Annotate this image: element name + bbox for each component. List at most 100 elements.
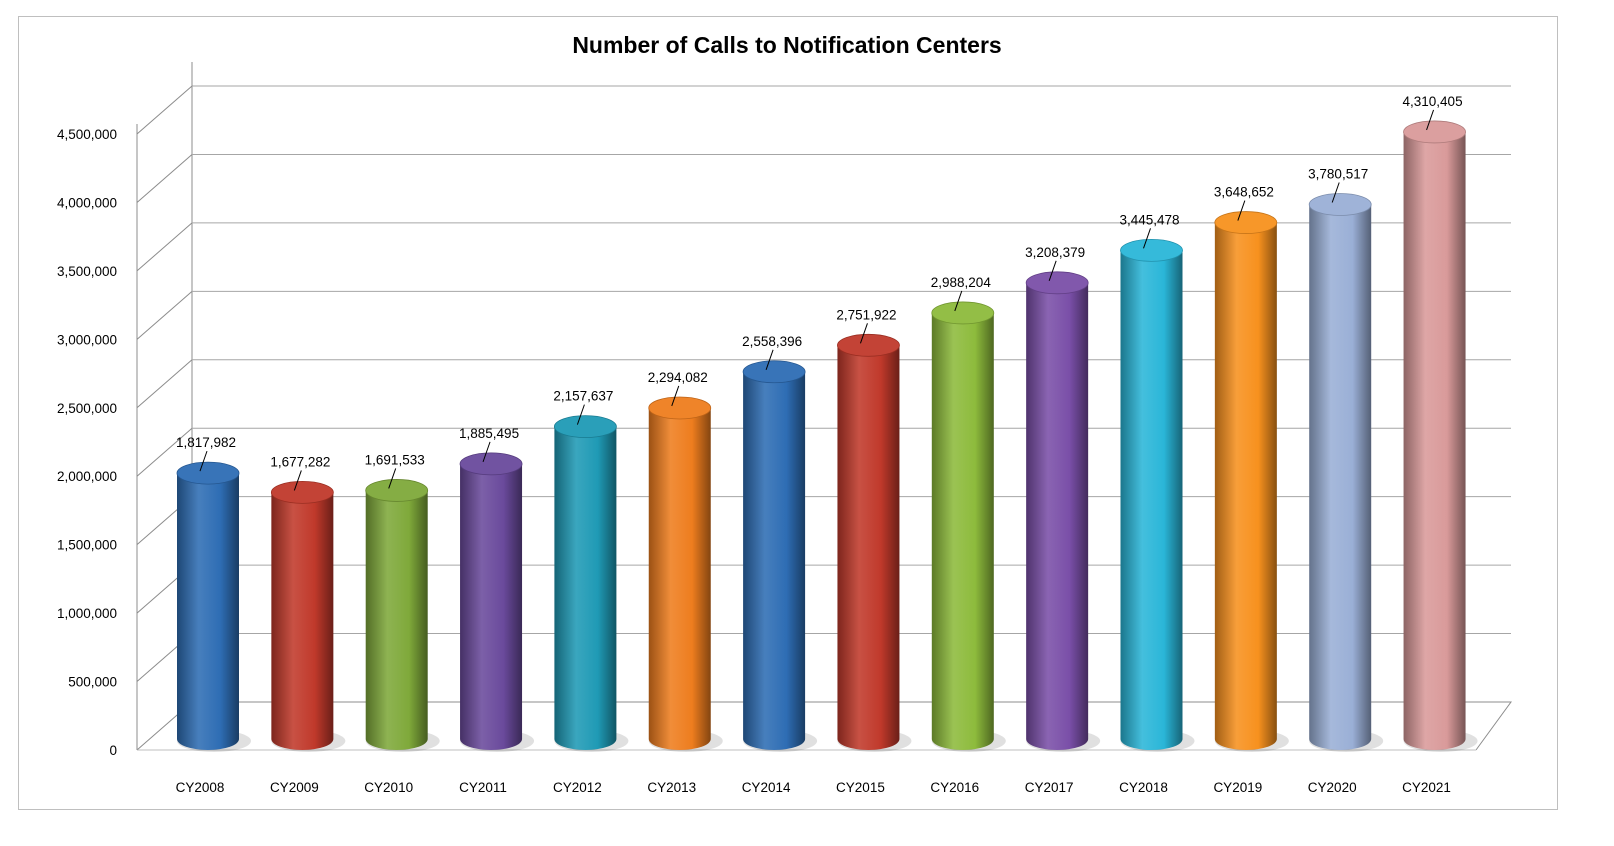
data-label: 2,558,396	[742, 334, 802, 349]
bar-top	[648, 396, 712, 420]
x-tick-label: CY2015	[836, 780, 885, 795]
data-label-leader	[1143, 228, 1151, 249]
bar-body	[271, 492, 334, 751]
x-tick-label: CY2021	[1402, 780, 1451, 795]
gridline-diagonal	[136, 85, 193, 135]
bar-CY2021	[1403, 120, 1478, 752]
bar-body	[1403, 131, 1466, 751]
x-tick-label: CY2012	[553, 780, 602, 795]
bar-top	[1308, 193, 1372, 216]
x-tick-label: CY2009	[270, 780, 319, 795]
x-tick-label: CY2016	[930, 780, 979, 795]
y-tick-label: 1,500,000	[57, 538, 117, 553]
bar-top	[270, 480, 334, 504]
data-label-leader	[1426, 109, 1435, 131]
bar-CY2013	[648, 396, 723, 752]
data-label: 2,157,637	[553, 389, 613, 404]
y-tick-label: 1,000,000	[57, 606, 117, 621]
data-label: 3,445,478	[1119, 212, 1179, 227]
bar-body	[177, 473, 239, 750]
data-label: 1,817,982	[176, 435, 236, 450]
y-tick-label: 3,500,000	[57, 264, 117, 279]
x-tick-label: CY2010	[364, 780, 413, 795]
data-label: 3,208,379	[1025, 245, 1085, 260]
data-label-leader	[293, 470, 302, 491]
data-label-leader	[1331, 182, 1340, 203]
data-label-leader	[671, 385, 680, 407]
bar-CY2014	[742, 360, 818, 752]
data-label: 4,310,405	[1403, 94, 1463, 109]
chart-walls	[136, 62, 1512, 751]
data-label: 1,691,533	[365, 452, 425, 467]
bar-CY2018	[1120, 238, 1195, 752]
x-tick-label: CY2019	[1213, 780, 1262, 795]
bar-body	[931, 312, 994, 751]
bars	[176, 120, 1478, 752]
x-tick-label: CY2014	[742, 780, 791, 795]
bar-CY2020	[1308, 193, 1384, 752]
data-label: 3,780,517	[1308, 166, 1368, 181]
bar-top	[837, 333, 900, 357]
bar-CY2012	[554, 415, 629, 752]
x-tick-label: CY2008	[176, 780, 225, 795]
data-label-leader	[1237, 200, 1246, 221]
bar-CY2011	[459, 452, 535, 752]
bar-CY2016	[931, 301, 1006, 752]
bar-body	[1026, 282, 1089, 751]
data-label-leader	[388, 468, 397, 489]
bar-top	[459, 452, 523, 476]
data-label-leader	[1048, 260, 1057, 281]
y-tick-label: 500,000	[68, 675, 117, 690]
data-label-leader	[954, 290, 963, 312]
bar-top	[176, 461, 240, 485]
y-tick-label: 2,500,000	[57, 401, 117, 416]
x-tick-label: CY2020	[1308, 780, 1357, 795]
data-label-leader	[576, 404, 585, 425]
gridline-diagonal	[136, 359, 193, 409]
y-tick-label: 2,000,000	[57, 469, 117, 484]
bar-body	[554, 426, 617, 751]
bar-body	[365, 490, 428, 751]
x-axis-ticks: CY2008 CY2009 CY2010 CY2011 CY2012 CY2013 CY20…	[176, 780, 1451, 795]
gridline-diagonal	[136, 154, 193, 203]
gridline-diagonal	[136, 290, 193, 340]
y-axis-ticks: 0 500,000 1,000,000 1,500,000 2,000,000 2,500…	[57, 127, 117, 758]
data-label: 2,751,922	[836, 307, 896, 322]
bar-top	[1403, 120, 1466, 144]
data-label: 3,648,652	[1214, 185, 1274, 200]
x-tick-label: CY2011	[459, 780, 507, 795]
bar-body	[1214, 222, 1277, 751]
bar-body	[837, 345, 900, 751]
bar-CY2017	[1025, 271, 1101, 752]
bar-top	[1214, 211, 1278, 234]
data-label: 2,988,204	[931, 275, 992, 290]
gridlines	[136, 62, 1511, 682]
x-tick-label: CY2017	[1025, 780, 1074, 795]
bar-top	[1025, 271, 1089, 295]
chart-frame: 0 500,000 1,000,000 1,500,000 2,000,000 2,500…	[18, 16, 1558, 810]
data-label-leader	[859, 323, 868, 344]
chart-svg: 0 500,000 1,000,000 1,500,000 2,000,000 2,500…	[57, 32, 1512, 795]
bar-body	[1309, 204, 1372, 751]
bar-CY2015	[837, 333, 912, 752]
chart-title: Number of Calls to Notification Centers	[572, 32, 1001, 58]
x-tick-label: CY2013	[647, 780, 696, 795]
data-label-leader	[765, 349, 774, 370]
data-labels: 1,817,982 1,677,282 1,691,533 1,885,495 2,15…	[176, 94, 1463, 491]
bar-body	[1120, 250, 1183, 751]
data-label: 1,677,282	[270, 454, 330, 469]
bar-CY2019	[1214, 211, 1289, 752]
y-tick-label: 3,000,000	[57, 332, 117, 347]
y-tick-label: 4,500,000	[57, 127, 117, 142]
bar-body	[743, 371, 806, 751]
data-label-leader	[482, 441, 491, 463]
data-label: 1,885,495	[459, 426, 519, 441]
bar-CY2009	[270, 480, 346, 752]
bar-body	[460, 463, 523, 751]
gridline-diagonal	[136, 222, 193, 272]
bar-top	[931, 301, 995, 325]
bar-top	[365, 479, 429, 502]
data-label: 2,294,082	[648, 370, 708, 385]
y-tick-label: 4,000,000	[57, 195, 117, 210]
y-tick-label: 0	[109, 743, 117, 758]
